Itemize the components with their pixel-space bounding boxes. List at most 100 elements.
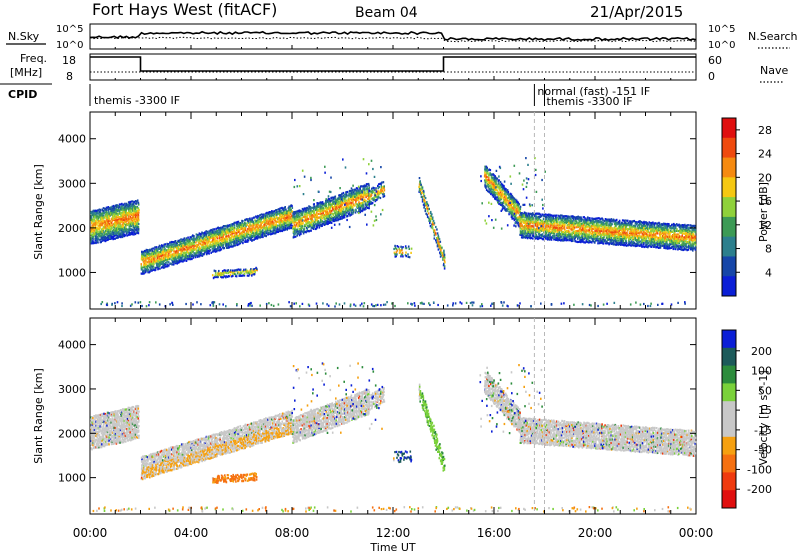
scatter-cell — [508, 200, 510, 203]
scatter-cell — [296, 212, 298, 215]
scatter-cell — [218, 232, 220, 235]
scatter-cell — [137, 203, 140, 206]
scatter-cell — [101, 227, 103, 230]
scatter-cell — [129, 233, 131, 236]
scatter-cell — [601, 220, 603, 223]
scatter-cell — [544, 237, 547, 240]
scatter-cell — [259, 224, 261, 227]
scatter-cell — [269, 228, 272, 232]
scatter-cell — [96, 214, 98, 218]
scatter-cell — [111, 237, 113, 240]
scatter-cell — [248, 221, 250, 224]
scatter-cell — [128, 220, 131, 223]
scatter-cell — [145, 261, 147, 264]
scatter-cell — [296, 230, 298, 233]
scatter-cell — [626, 244, 629, 247]
scatter-cell — [212, 240, 215, 243]
scatter-cell — [339, 203, 342, 206]
scatter-cell — [600, 236, 603, 239]
scatter-cell — [265, 212, 267, 215]
scatter-cell — [222, 235, 224, 238]
scatter-cell — [581, 237, 584, 240]
scatter-cell — [584, 236, 586, 239]
scatter-cell — [521, 219, 523, 222]
scatter-cell — [182, 246, 184, 249]
beam-label: Beam 04 — [355, 5, 418, 21]
scatter-cell — [100, 222, 102, 225]
scatter-cell — [285, 214, 287, 217]
scatter-cell — [261, 233, 264, 236]
scatter-cell — [558, 221, 561, 224]
scatter-cell — [365, 196, 367, 199]
scatter-cell — [98, 235, 101, 238]
scatter-cell — [305, 231, 307, 234]
scatter-cell — [440, 251, 443, 255]
scatter-cell — [348, 199, 351, 202]
scatter-cell — [236, 236, 238, 240]
scatter-cell — [551, 236, 554, 239]
scatter-cell — [133, 233, 135, 236]
scatter-cell — [203, 238, 205, 241]
scatter-cell — [140, 263, 143, 266]
scatter-cell — [170, 254, 172, 257]
scatter-cell — [579, 227, 581, 230]
scatter-cell — [90, 237, 92, 240]
scatter-cell — [252, 230, 254, 233]
scatter-cell — [161, 266, 164, 269]
scatter-cell — [583, 219, 586, 222]
scatter-cell — [344, 210, 346, 213]
scatter-cell — [205, 241, 208, 244]
scatter-cell — [92, 240, 94, 243]
scatter-cell — [181, 244, 183, 248]
scatter-cell — [192, 250, 194, 253]
scatter-cell — [346, 214, 349, 218]
scatter-cell — [335, 214, 337, 217]
scatter-cell — [506, 201, 508, 204]
scatter-cell — [254, 229, 257, 232]
scatter-cell — [215, 231, 217, 234]
scatter-cell — [270, 212, 272, 215]
scatter-cell — [120, 236, 122, 239]
scatter-cell — [322, 214, 325, 217]
scatter-cell — [502, 197, 505, 200]
scatter-cell — [432, 219, 435, 223]
scatter-cell — [199, 250, 202, 253]
scatter-cell — [633, 219, 636, 223]
scatter-cell — [595, 228, 597, 231]
scatter-cell — [594, 235, 596, 238]
scatter-cell — [327, 215, 330, 219]
scatter-cell — [208, 247, 210, 250]
scatter-cell — [622, 229, 625, 233]
scatter-cell — [173, 245, 175, 248]
scatter-cell — [619, 223, 622, 226]
scatter-cell — [587, 229, 590, 232]
scatter-cell — [147, 264, 150, 267]
scatter-cell — [560, 235, 562, 238]
scatter-cell — [217, 246, 219, 249]
scatter-cell — [247, 237, 250, 240]
scatter-cell — [290, 221, 292, 224]
scatter-cell — [319, 219, 322, 222]
scatter-cell — [537, 221, 540, 224]
scatter-cell — [196, 255, 199, 258]
scatter-cell — [194, 256, 197, 259]
scatter-cell — [581, 222, 583, 225]
scatter-cell — [182, 240, 184, 243]
scatter-cell — [562, 220, 564, 223]
scatter-cell — [570, 228, 572, 231]
freq-tick-bottom: 8 — [66, 70, 73, 83]
scatter-cell — [175, 247, 178, 250]
scatter-cell — [293, 235, 295, 239]
scatter-cell — [315, 218, 317, 222]
scatter-cell — [140, 272, 143, 275]
scatter-cell — [301, 226, 304, 229]
scatter-cell — [165, 263, 167, 266]
scatter-cell — [131, 203, 133, 206]
scatter-cell — [584, 228, 586, 231]
scatter-cell — [572, 236, 574, 239]
scatter-cell — [236, 243, 239, 247]
scatter-cell — [104, 240, 107, 243]
scatter-cell — [227, 242, 230, 245]
scatter-cell — [368, 205, 370, 208]
scatter-cell — [309, 205, 311, 209]
